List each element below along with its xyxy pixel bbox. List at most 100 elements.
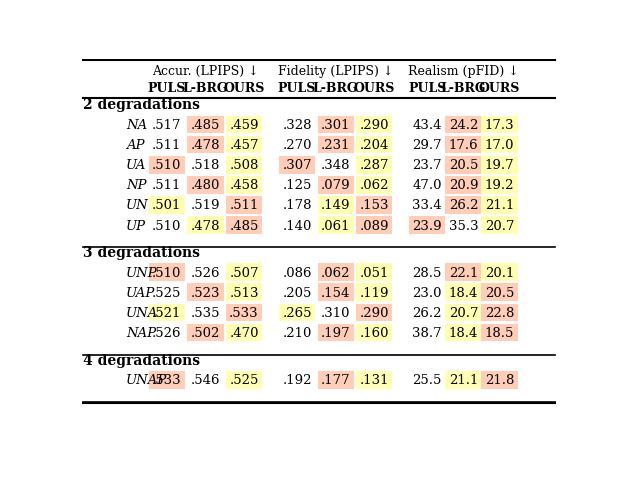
Text: .485: .485: [230, 219, 259, 232]
Bar: [226, 284, 262, 302]
Text: .086: .086: [282, 266, 312, 279]
Text: 21.8: 21.8: [485, 374, 514, 386]
Text: .546: .546: [191, 374, 220, 386]
Text: UN: UN: [126, 199, 149, 212]
Text: 19.2: 19.2: [485, 179, 514, 192]
Text: .270: .270: [282, 139, 312, 152]
Text: .523: .523: [191, 286, 220, 299]
Text: 3 degradations: 3 degradations: [83, 245, 200, 260]
Text: 26.2: 26.2: [412, 306, 442, 319]
Text: 2 degradations: 2 degradations: [83, 98, 200, 112]
Bar: [481, 284, 518, 302]
Bar: [226, 116, 262, 134]
Text: .061: .061: [321, 219, 350, 232]
Bar: [481, 197, 518, 214]
Text: OURS: OURS: [223, 82, 265, 95]
Text: .231: .231: [321, 139, 350, 152]
Text: .079: .079: [321, 179, 350, 192]
Bar: [187, 284, 223, 302]
Bar: [356, 284, 392, 302]
Text: PULS: PULS: [278, 82, 316, 95]
Bar: [445, 324, 481, 342]
Text: 28.5: 28.5: [412, 266, 442, 279]
Text: .533: .533: [230, 306, 259, 319]
Bar: [226, 304, 262, 322]
Text: .307: .307: [282, 159, 312, 172]
Bar: [481, 177, 518, 194]
Text: .521: .521: [152, 306, 182, 319]
Text: 23.7: 23.7: [412, 159, 442, 172]
Text: OURS: OURS: [353, 82, 395, 95]
Text: .348: .348: [321, 159, 350, 172]
Bar: [149, 371, 185, 389]
Text: L-BRG: L-BRG: [313, 82, 358, 95]
Text: .089: .089: [360, 219, 389, 232]
Text: 4 degradations: 4 degradations: [83, 353, 200, 367]
Text: .526: .526: [191, 266, 220, 279]
Text: .140: .140: [282, 219, 312, 232]
Text: NP: NP: [126, 179, 146, 192]
Text: 18.5: 18.5: [485, 326, 514, 339]
Text: OURS: OURS: [479, 82, 520, 95]
Bar: [481, 324, 518, 342]
Text: .125: .125: [282, 179, 312, 192]
Text: .485: .485: [191, 119, 220, 132]
Text: 17.3: 17.3: [485, 119, 514, 132]
Bar: [481, 217, 518, 234]
Bar: [187, 136, 223, 154]
Text: .149: .149: [321, 199, 350, 212]
Bar: [356, 177, 392, 194]
Text: PULS: PULS: [408, 82, 447, 95]
Text: .177: .177: [321, 374, 350, 386]
Text: 22.8: 22.8: [485, 306, 514, 319]
Bar: [445, 156, 481, 174]
Bar: [318, 197, 354, 214]
Text: 23.9: 23.9: [412, 219, 442, 232]
Text: .265: .265: [282, 306, 312, 319]
Bar: [356, 197, 392, 214]
Text: .525: .525: [152, 286, 182, 299]
Bar: [318, 116, 354, 134]
Bar: [187, 324, 223, 342]
Bar: [356, 217, 392, 234]
Text: 18.4: 18.4: [448, 326, 478, 339]
Bar: [481, 371, 518, 389]
Text: .501: .501: [152, 199, 182, 212]
Text: .459: .459: [230, 119, 259, 132]
Bar: [149, 304, 185, 322]
Bar: [226, 177, 262, 194]
Text: .154: .154: [321, 286, 350, 299]
Text: 38.7: 38.7: [412, 326, 442, 339]
Text: .525: .525: [230, 374, 259, 386]
Bar: [445, 264, 481, 282]
Bar: [226, 371, 262, 389]
Bar: [445, 284, 481, 302]
Text: 33.4: 33.4: [412, 199, 442, 212]
Bar: [226, 156, 262, 174]
Text: .210: .210: [282, 326, 312, 339]
Text: .511: .511: [152, 139, 182, 152]
Text: .508: .508: [230, 159, 259, 172]
Text: .507: .507: [230, 266, 259, 279]
Bar: [356, 371, 392, 389]
Text: .513: .513: [230, 286, 259, 299]
Text: 23.0: 23.0: [412, 286, 442, 299]
Bar: [318, 136, 354, 154]
Text: 29.7: 29.7: [412, 139, 442, 152]
Bar: [445, 197, 481, 214]
Bar: [187, 177, 223, 194]
Text: .062: .062: [321, 266, 350, 279]
Text: .287: .287: [360, 159, 389, 172]
Text: .062: .062: [360, 179, 389, 192]
Bar: [481, 136, 518, 154]
Text: 24.2: 24.2: [448, 119, 478, 132]
Text: Accur. (LPIPS) ↓: Accur. (LPIPS) ↓: [152, 65, 259, 78]
Text: .535: .535: [191, 306, 220, 319]
Text: .119: .119: [360, 286, 389, 299]
Text: NA: NA: [126, 119, 147, 132]
Text: 20.7: 20.7: [485, 219, 514, 232]
Text: 20.7: 20.7: [448, 306, 478, 319]
Bar: [356, 324, 392, 342]
Text: L-BRG: L-BRG: [183, 82, 228, 95]
Bar: [226, 217, 262, 234]
